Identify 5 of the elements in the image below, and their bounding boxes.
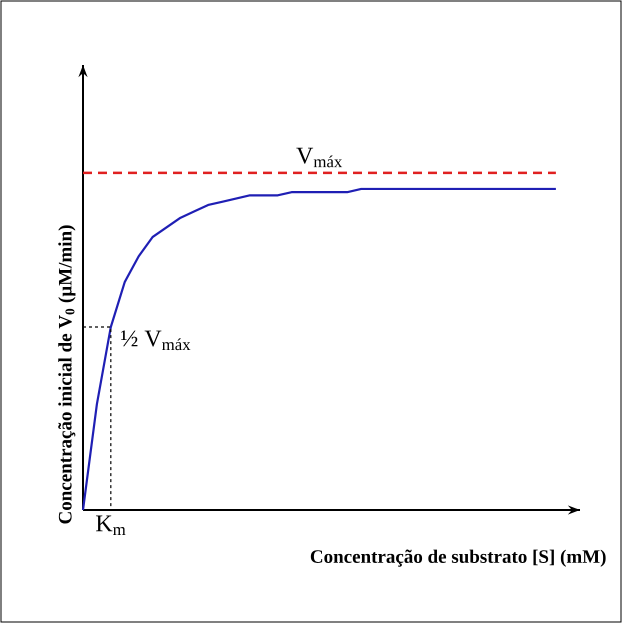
ref-line-label: V$_{máx}$: [296, 148, 342, 168]
text: K$_{m}$: [96, 516, 126, 535]
ref-line-label: ½ V$_{máx}$: [121, 330, 190, 350]
x-axis-title: Concentração de substrato [S] (mM): [310, 550, 606, 567]
y-axis-title: Concentração inicial de V$_{0}$ (µM/min): [58, 225, 76, 524]
